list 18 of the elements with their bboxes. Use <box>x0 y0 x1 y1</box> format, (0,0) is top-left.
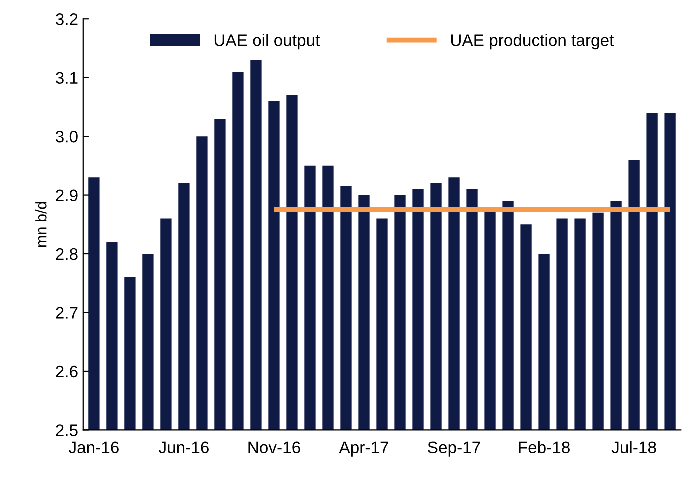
legend-label: UAE production target <box>451 34 614 50</box>
y-tick-label: 2.7 <box>56 307 78 319</box>
y-tick-label: 2.9 <box>56 190 78 202</box>
y-tick-label: 3.2 <box>56 14 78 26</box>
x-tick-label: Sep-17 <box>428 442 480 457</box>
y-tick-label: 2.6 <box>56 366 78 378</box>
x-tick-label: Feb-18 <box>519 441 570 454</box>
x-tick-label: Jun-16 <box>159 442 209 454</box>
x-tick-label: Jan-16 <box>68 442 119 454</box>
y-tick-label: 2.8 <box>56 248 78 260</box>
y-tick-label: 3.1 <box>56 72 78 84</box>
x-tick-label: Jul-18 <box>612 441 656 454</box>
x-tick-label: Nov-16 <box>248 442 300 454</box>
legend-label: UAE oil output <box>214 34 320 50</box>
y-tick-label: 3.0 <box>56 130 78 143</box>
x-tick-label: Apr-17 <box>339 442 388 457</box>
y-axis-title: mn b/d <box>36 202 47 247</box>
y-tick-label: 2.5 <box>56 424 78 436</box>
